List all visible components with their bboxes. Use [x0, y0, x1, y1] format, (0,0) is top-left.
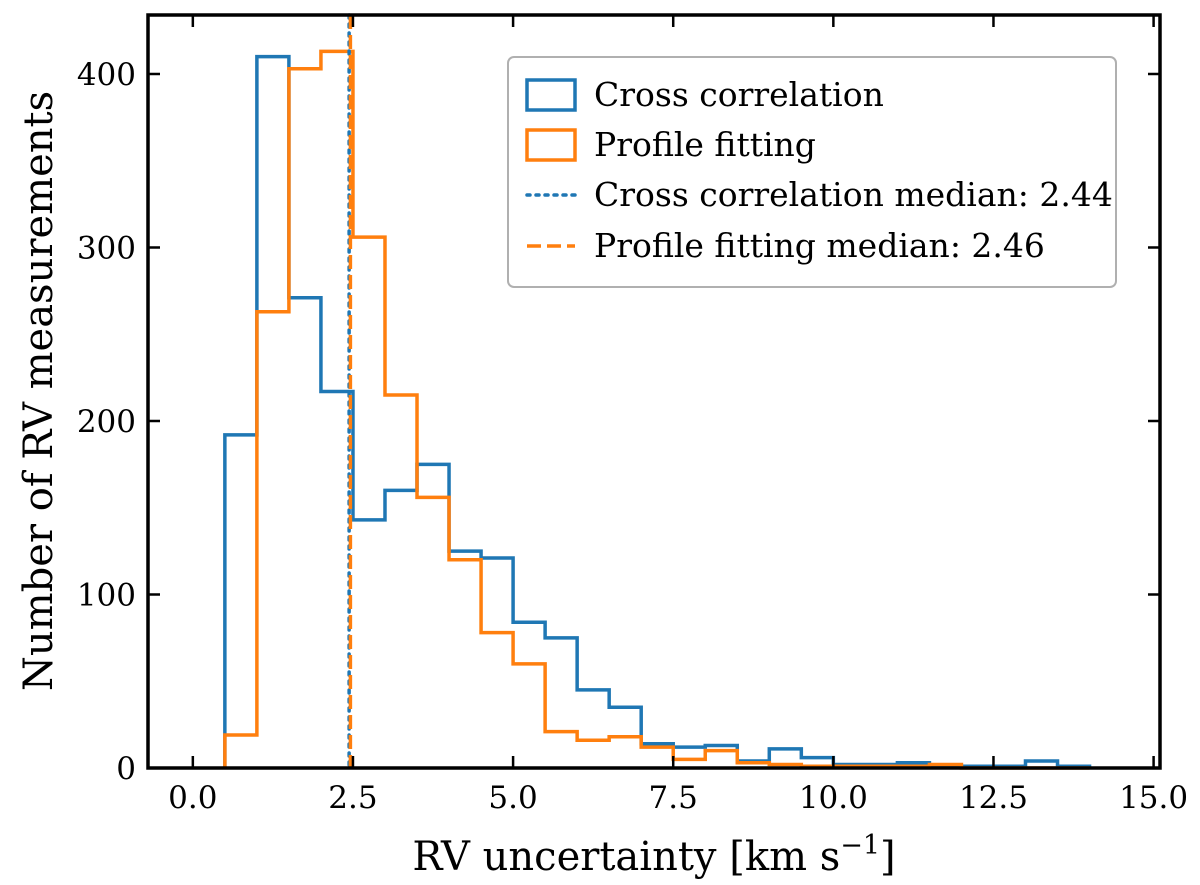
- legend-label-cross-correlation-median: Cross correlation median: 2.44: [594, 175, 1113, 214]
- x-tick-label: 2.5: [328, 780, 377, 816]
- plot-frame: [146, 13, 1162, 770]
- legend-label-cross-correlation: Cross correlation: [594, 75, 884, 114]
- x-axis-title: RV uncertainty [km s−1]: [412, 830, 895, 880]
- legend-label-profile-fitting-median: Profile fitting median: 2.46: [594, 226, 1045, 265]
- y-tick-label: 0: [116, 751, 136, 787]
- legend-swatch-profile-fitting: [525, 128, 577, 162]
- y-tick-label: 200: [77, 404, 136, 440]
- legend-swatch-cross-correlation: [525, 78, 577, 112]
- y-axis-title: Number of RV measurements: [16, 91, 62, 691]
- legend-label-profile-fitting: Profile fitting: [594, 125, 816, 164]
- x-tick-label: 5.0: [488, 780, 537, 816]
- y-tick-label: 100: [77, 577, 136, 613]
- x-axis: 0.0 2.5 5.0 7.5 10.0 12.5 15.0: [168, 15, 1188, 816]
- y-tick-label: 400: [77, 57, 136, 93]
- x-tick-label: 10.0: [799, 780, 868, 816]
- x-tick-label: 12.5: [959, 780, 1028, 816]
- legend: Cross correlation Profile fitting Cross …: [507, 56, 1117, 288]
- x-tick-label: 0.0: [168, 780, 217, 816]
- legend-box: [507, 56, 1117, 288]
- x-tick-label: 7.5: [649, 780, 698, 816]
- x-tick-label: 15.0: [1119, 780, 1188, 816]
- y-tick-label: 300: [77, 230, 136, 266]
- y-axis: 0 100 200 300 400: [77, 57, 1160, 787]
